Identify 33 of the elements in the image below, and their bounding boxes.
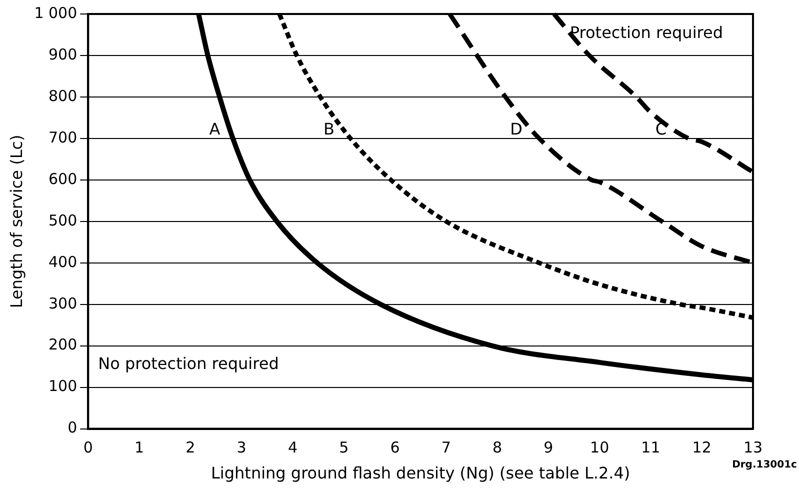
x-tick-label: 12 <box>692 438 712 457</box>
x-tick-label: 6 <box>390 438 400 457</box>
x-tick-label: 11 <box>641 438 660 457</box>
annotation: Protection required <box>570 23 723 42</box>
y-tick-label: 700 <box>48 128 78 146</box>
x-tick-label: 2 <box>186 438 196 457</box>
text: Drg.13001c <box>732 460 798 471</box>
x-tick-label: 10 <box>590 438 610 457</box>
x-tick-label: 5 <box>339 438 349 457</box>
x-tick-label: 8 <box>492 438 502 457</box>
x-tick-label: 4 <box>288 438 298 457</box>
series-label: D <box>510 119 522 138</box>
y-tick-label: 800 <box>48 86 78 105</box>
y-tick-label: 500 <box>48 211 78 230</box>
y-tick-label: 0 <box>68 418 78 437</box>
y-tick-label: 300 <box>48 294 78 312</box>
series-label: A <box>209 119 220 138</box>
y-axis-title: Length of service (Lc) <box>6 134 26 308</box>
series-label: B <box>323 119 334 138</box>
x-tick-label: 0 <box>83 438 93 457</box>
x-axis-title: Lightning ground flash density (Ng) (see table L.2.4) <box>211 464 630 483</box>
y-tick-label: 200 <box>48 336 78 354</box>
x-tick-label: 13 <box>743 438 763 457</box>
y-tick-label: 600 <box>48 170 78 188</box>
x-tick-label: 3 <box>236 438 246 457</box>
y-tick-label: 900 <box>48 45 78 64</box>
y-tick-label: 1 000 <box>34 4 78 22</box>
annotation: No protection required <box>98 354 279 373</box>
y-tick-label: 400 <box>48 252 78 271</box>
x-tick-label: 9 <box>544 438 554 457</box>
x-tick-label: 1 <box>134 438 144 457</box>
x-tick-label: 7 <box>441 438 451 457</box>
y-tick-label: 100 <box>48 377 78 396</box>
